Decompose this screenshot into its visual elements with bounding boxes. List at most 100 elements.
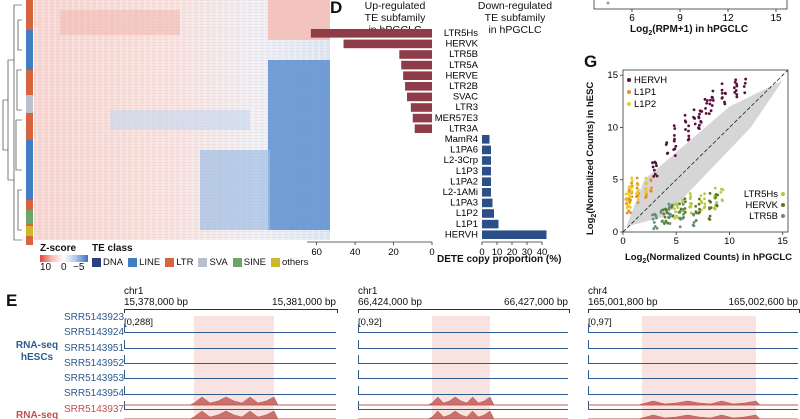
up-title-line: Up-regulated <box>364 0 426 12</box>
te-class-legend-item: SVA <box>198 256 228 268</box>
g-point-hervh <box>699 120 703 124</box>
g-point-hervh <box>732 86 736 90</box>
g-point-ltr5hs <box>699 194 703 198</box>
sample-label: SRR5143924 <box>64 327 125 339</box>
track-row-baseline <box>588 386 798 395</box>
d-category-label: LTR3A <box>449 123 479 134</box>
g-point-hervh <box>707 112 711 116</box>
g-point-ltr5b <box>651 213 654 217</box>
g-point-hervk <box>684 200 687 204</box>
g-point-l1p2 <box>625 206 629 210</box>
g-legend-swatch <box>627 102 631 106</box>
track-highlight <box>642 316 756 419</box>
d-category-label: LTR2B <box>449 81 478 92</box>
g-point-hervh <box>652 175 656 178</box>
g-point-l1p2 <box>626 200 630 203</box>
g-x-tick-label: 10 <box>724 236 735 247</box>
track-data-range: [0,97] <box>588 317 612 328</box>
g-point-ltr5b <box>678 225 682 229</box>
d-up-bar <box>407 92 432 102</box>
top-plot-point <box>606 1 610 5</box>
g-point-l1p1 <box>636 201 640 205</box>
g-point-hervk <box>697 197 701 201</box>
d-down-bar <box>482 209 494 218</box>
g-point-hervk <box>698 207 701 211</box>
g-point-ltr5b <box>692 220 696 224</box>
te-class-title: TE class <box>92 243 133 254</box>
g-point-hervh <box>692 115 695 119</box>
g-point-hervh <box>723 91 727 95</box>
g-point-hervk <box>716 193 720 197</box>
g-point-l1p1 <box>650 186 653 190</box>
te-class-label: LINE <box>139 256 161 268</box>
d-down-tick-label: 0 <box>479 247 484 258</box>
te-class-label: DNA <box>103 256 124 268</box>
g-point-hervh <box>735 95 739 99</box>
up-title: Up-regulated TE subfamily in hPGCLC <box>355 0 435 36</box>
g-point-ltr5hs <box>689 195 693 198</box>
g-point-ltr5hs <box>703 197 706 201</box>
g-point-hervh <box>708 102 712 106</box>
g-legend-swatch <box>781 192 785 196</box>
g-point-hervh <box>709 98 712 102</box>
g-point-hervh <box>687 129 690 133</box>
d-category-label: L2-3Crp <box>444 155 478 166</box>
d-category-label: L1PA2 <box>450 176 478 187</box>
g-point-hervk <box>694 219 698 222</box>
g-point-l1p2 <box>635 192 638 195</box>
panel-letter-g: G <box>584 52 598 71</box>
g-point-l1p2 <box>630 179 634 183</box>
g-point-hervh <box>655 174 659 178</box>
d-down-bar <box>482 230 547 239</box>
g-point-hervh <box>698 112 701 116</box>
g-point-l1p2 <box>629 206 632 209</box>
top-axis-tick-label: 15 <box>770 13 782 24</box>
te-class-swatch <box>92 257 101 267</box>
g-point-hervh <box>710 104 714 107</box>
g-point-hervh <box>674 144 678 148</box>
g-point-l1p2 <box>637 188 640 192</box>
te-class-sidebar <box>26 0 33 245</box>
g-point-ltr5b <box>661 219 664 223</box>
g-point-hervh <box>653 172 657 176</box>
g-point-l1p2 <box>629 195 632 199</box>
g-y-tick-label: 15 <box>607 70 618 81</box>
g-point-ltr5hs <box>703 192 707 196</box>
track-row-baseline <box>358 370 568 379</box>
g-point-hervk <box>708 214 712 218</box>
g-point-l1p2 <box>628 185 631 188</box>
g-point-l1p1 <box>649 189 653 193</box>
g-point-hervk <box>714 196 717 200</box>
g-point-hervk <box>670 203 674 207</box>
te-class-label: SINE <box>243 256 266 268</box>
track-row-baseline <box>358 386 568 395</box>
g-xlabel: Log2(Normalized Counts) in hPGCLC <box>625 252 792 265</box>
g-point-hervk <box>697 202 701 206</box>
te-class-swatch <box>165 257 175 267</box>
d-category-label: L2-1AMi <box>443 187 478 198</box>
te-class-legend-item: others <box>270 256 308 268</box>
g-point-hervk <box>662 212 666 216</box>
g-point-hervh <box>651 161 654 165</box>
d-up-bar <box>310 29 432 38</box>
g-point-hervh <box>700 110 704 113</box>
g-point-ltr5hs <box>689 205 692 209</box>
g-x-tick-label: 5 <box>674 236 679 247</box>
track-pgclc-signal <box>358 396 568 419</box>
g-point-hervk <box>664 219 668 223</box>
track-chrom: chr1 <box>124 286 144 297</box>
panel-letter-d: D <box>330 0 343 17</box>
panel-letter-e: E <box>6 291 18 310</box>
track-end-coord: 66,427,000 bp <box>504 297 568 308</box>
g-point-hervk <box>694 204 698 208</box>
zscore-tick: −5 <box>73 262 85 273</box>
g-point-l1p2 <box>625 196 628 200</box>
g-point-hervh <box>703 97 707 101</box>
g-point-hervh <box>673 154 677 157</box>
g-point-ltr5hs <box>676 206 680 209</box>
g-point-hervh <box>733 91 737 94</box>
g-point-ltr5b <box>660 209 663 212</box>
g-point-ltr5hs <box>674 210 678 214</box>
g-point-l1p2 <box>644 186 648 190</box>
